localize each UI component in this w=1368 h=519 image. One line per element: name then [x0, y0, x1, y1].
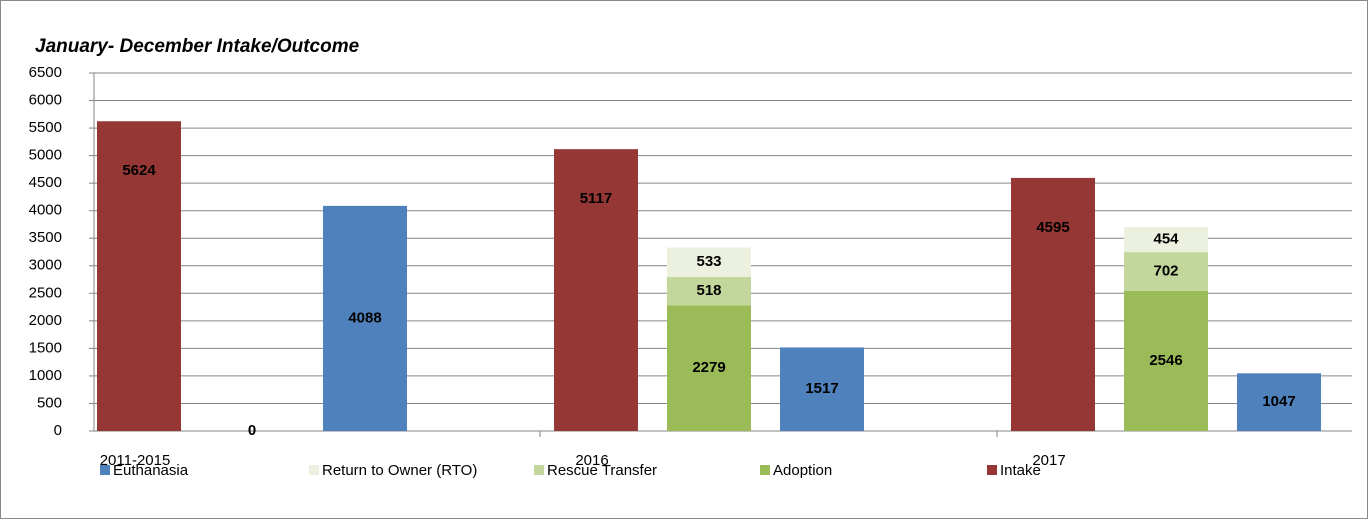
bar: [667, 247, 751, 277]
y-tick-label: 500: [37, 394, 62, 411]
legend-swatch: [309, 465, 319, 475]
y-tick-label: 2500: [29, 284, 62, 301]
y-tick-label: 1500: [29, 339, 62, 356]
bar: [1124, 252, 1208, 291]
data-label: 533: [696, 253, 721, 270]
bar: [667, 305, 751, 431]
data-label: 702: [1153, 262, 1178, 279]
data-label: 2546: [1149, 352, 1182, 369]
x-tick-label: 2011-2015: [100, 452, 171, 469]
bar: [554, 149, 638, 431]
data-label: 4595: [1036, 219, 1069, 236]
bar: [780, 347, 864, 431]
legend-swatch: [987, 465, 997, 475]
bar: [1124, 227, 1208, 253]
y-tick-label: 0: [54, 422, 62, 439]
y-tick-label: 6000: [29, 92, 62, 109]
data-label: 4088: [348, 309, 381, 326]
y-tick-label: 4000: [29, 202, 62, 219]
bar: [667, 276, 751, 306]
y-tick-label: 5000: [29, 147, 62, 164]
bar: [1011, 177, 1095, 431]
data-label: 518: [696, 282, 721, 299]
legend-label: Intake: [1000, 462, 1041, 479]
data-label: 1517: [805, 380, 838, 397]
data-label: 1047: [1262, 393, 1295, 410]
x-tick-label: 2017: [1032, 452, 1065, 469]
legend-label: Euthanasia: [113, 462, 189, 479]
bar: [323, 205, 407, 431]
y-tick-label: 3500: [29, 229, 62, 246]
bar: [1237, 373, 1321, 431]
data-label: 2279: [692, 359, 725, 376]
bar: [97, 121, 181, 432]
legend-swatch: [534, 465, 544, 475]
legend-swatch: [760, 465, 770, 475]
chart-title: January- December Intake/Outcome: [35, 36, 360, 57]
y-tick-label: 4500: [29, 174, 62, 191]
data-label: 0: [248, 422, 256, 439]
legend-swatch: [100, 465, 110, 475]
legend-label: Rescue Transfer: [547, 462, 657, 479]
y-tick-label: 6500: [29, 64, 62, 81]
bar: [1124, 290, 1208, 431]
y-tick-label: 3000: [29, 257, 62, 274]
x-tick-label: 2016: [575, 452, 608, 469]
y-tick-label: 5500: [29, 119, 62, 136]
y-tick-label: 2000: [29, 312, 62, 329]
data-label: 5624: [122, 162, 156, 179]
y-tick-label: 1000: [29, 367, 62, 384]
legend-label: Return to Owner (RTO): [322, 462, 477, 479]
data-label: 5117: [580, 190, 613, 207]
legend-label: Adoption: [773, 462, 832, 479]
data-label: 454: [1153, 231, 1179, 248]
